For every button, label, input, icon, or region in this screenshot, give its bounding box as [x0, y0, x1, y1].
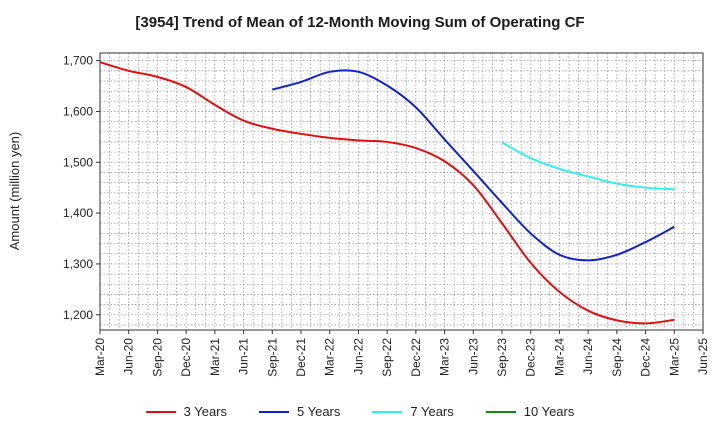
x-tick-label: Dec-22 — [409, 338, 423, 377]
legend: 3 Years 5 Years 7 Years 10 Years — [0, 404, 720, 419]
x-tick-label: Mar-21 — [208, 338, 222, 376]
legend-swatch — [259, 410, 289, 413]
x-tick-label: Jun-25 — [696, 338, 710, 375]
legend-swatch — [485, 410, 516, 413]
x-tick-label: Dec-21 — [294, 338, 308, 377]
y-axis: 1,200 1,300 1,400 1,500 1,600 1,700 — [63, 54, 100, 322]
legend-label: 10 Years — [523, 404, 575, 419]
x-tick-label: Mar-23 — [438, 338, 452, 376]
x-tick-label: Sep-23 — [495, 338, 509, 377]
y-tick-label: 1,300 — [63, 257, 93, 271]
x-tick-label: Dec-20 — [179, 338, 193, 377]
x-tick-label: Mar-22 — [323, 338, 337, 376]
x-tick-label: Sep-22 — [380, 338, 394, 377]
x-tick-label: Sep-21 — [265, 338, 279, 377]
y-tick-label: 1,700 — [63, 54, 93, 68]
x-tick-label: Mar-20 — [93, 338, 107, 376]
legend-label: 3 Years — [183, 404, 227, 419]
series-line-7-years — [501, 141, 675, 191]
y-tick-label: 1,200 — [63, 308, 93, 322]
x-tick-label: Dec-23 — [524, 338, 538, 377]
x-tick-label: Jun-22 — [351, 338, 365, 375]
x-tick-label: Jun-24 — [581, 338, 595, 375]
legend-label: 7 Years — [410, 404, 454, 419]
chart-title: [3954] Trend of Mean of 12-Month Moving … — [135, 14, 585, 31]
y-tick-label: 1,600 — [63, 104, 93, 118]
y-tick-label: 1,400 — [63, 206, 93, 220]
x-axis: Mar-20 Jun-20 Sep-20 Dec-20 Mar-21 Jun-21 Sep-… — [93, 330, 710, 377]
legend-label: 5 Years — [297, 404, 341, 419]
x-tick-label: Sep-20 — [150, 338, 164, 377]
series-line-3-years — [99, 61, 675, 325]
x-tick-label: Mar-25 — [667, 338, 681, 376]
x-tick-label: Mar-24 — [552, 338, 566, 376]
x-tick-label: Jun-20 — [122, 338, 136, 375]
legend-item-5-years: 5 Years — [259, 404, 340, 419]
x-tick-label: Jun-21 — [237, 338, 251, 375]
x-tick-label: Dec-24 — [639, 338, 653, 377]
x-tick-label: Jun-23 — [466, 338, 480, 375]
series-lines — [99, 61, 675, 325]
legend-item-3-years: 3 Years — [145, 404, 227, 419]
series-line-5-years — [272, 69, 675, 262]
legend-item-10-years: 10 Years — [485, 404, 575, 419]
plot-frame — [99, 52, 704, 331]
legend-swatch — [372, 410, 403, 413]
y-axis-label: Amount (million yen) — [7, 132, 22, 251]
y-tick-label: 1,500 — [63, 155, 93, 169]
legend-item-7-years: 7 Years — [372, 404, 454, 419]
legend-swatch — [145, 410, 176, 413]
x-tick-label: Sep-24 — [610, 338, 624, 377]
